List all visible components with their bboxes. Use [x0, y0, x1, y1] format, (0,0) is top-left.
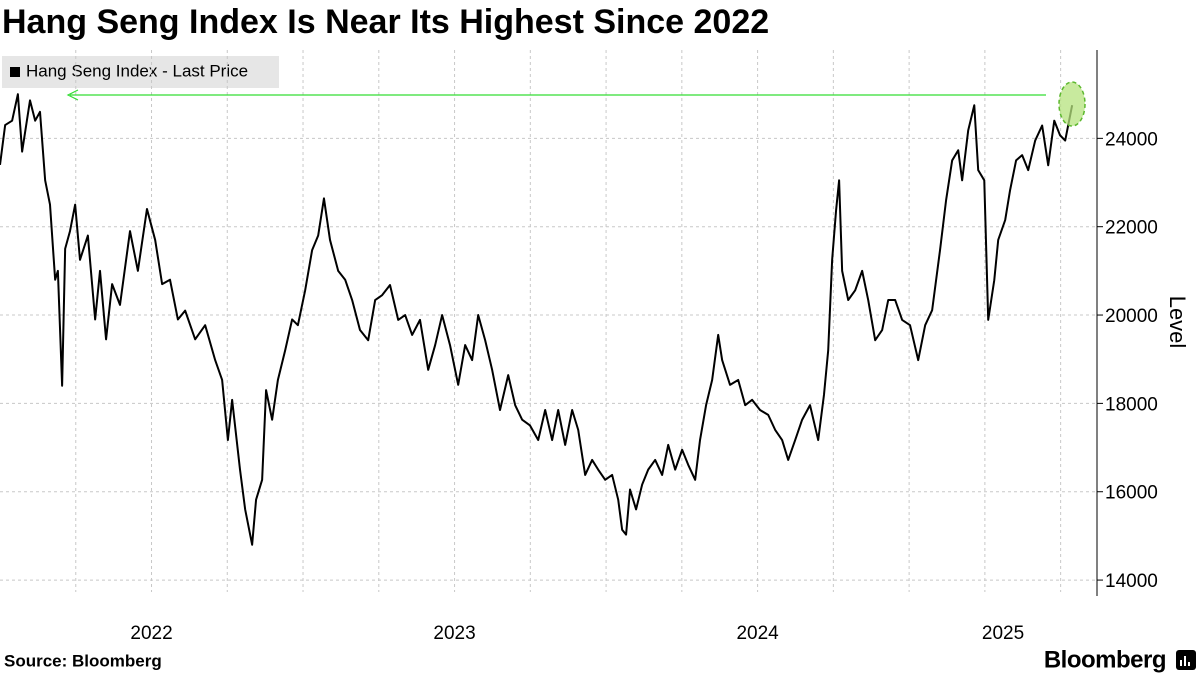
annotation [66, 81, 1086, 127]
legend-label: Hang Seng Index - Last Price [26, 61, 248, 80]
y-tick-label: 20000 [1105, 306, 1158, 327]
x-tick-label: 2023 [433, 623, 475, 644]
x-tick-label: 2024 [736, 623, 779, 644]
legend: Hang Seng Index - Last Price [2, 56, 279, 88]
x-tick-label: 2025 [982, 623, 1024, 644]
y-tick-label: 16000 [1105, 483, 1158, 504]
y-tick-label: 18000 [1105, 394, 1158, 415]
y-axis-label: Level [1165, 296, 1190, 349]
x-tick-label: 2022 [130, 623, 172, 644]
annotation-arrowhead [66, 89, 79, 101]
legend-box [2, 56, 279, 88]
y-tick-label: 24000 [1105, 129, 1158, 150]
chart-title: Hang Seng Index Is Near Its Highest Sinc… [2, 3, 769, 41]
legend-swatch [10, 67, 20, 77]
source: Source: Bloomberg [4, 651, 162, 670]
brand-icon-bar [1180, 660, 1182, 666]
y-tick-label: 14000 [1105, 571, 1158, 592]
y-tick-label: 22000 [1105, 218, 1158, 239]
plot-area: 14000 16000 18000 20000 22000 24000 2022 2023 20… [0, 50, 1158, 644]
annotation-highlight [1058, 81, 1086, 127]
brand-icon-bar [1188, 662, 1190, 666]
brand-icon-bar [1184, 656, 1186, 666]
brand: Bloomberg [1044, 646, 1166, 673]
brand-icon [1176, 650, 1196, 670]
line-series [0, 93, 1074, 546]
